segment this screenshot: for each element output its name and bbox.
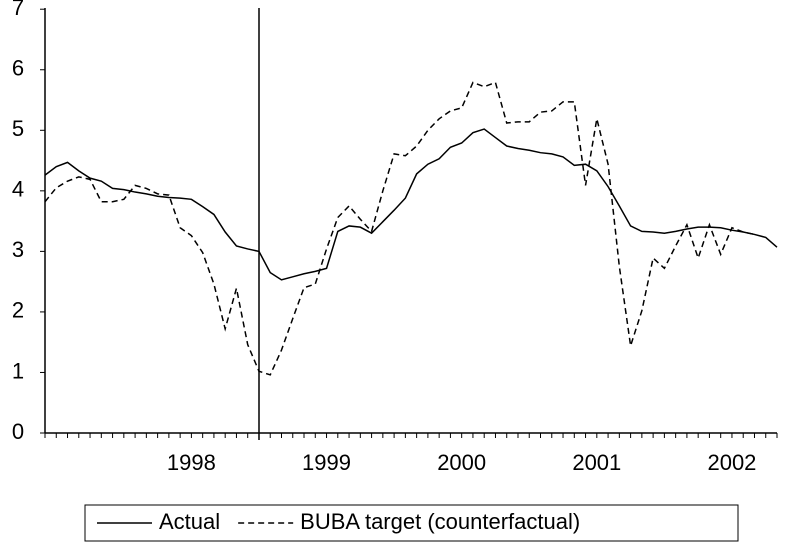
y-tick-label: 1 [12,358,24,383]
x-tick-label: 1999 [302,450,351,475]
x-tick-label: 2001 [572,450,621,475]
x-tick-label: 2002 [707,450,756,475]
y-tick-label: 0 [12,419,24,444]
x-tick-label: 2000 [437,450,486,475]
y-tick-label: 5 [12,116,24,141]
legend-label: BUBA target (counterfactual) [300,509,580,534]
y-tick-label: 2 [12,298,24,323]
series-line [44,81,755,376]
y-tick-label: 3 [12,237,24,262]
x-tick-label: 1998 [167,450,216,475]
series-line [44,128,778,281]
y-tick-label: 7 [12,0,24,20]
legend-box [84,504,739,542]
y-tick-label: 6 [12,56,24,81]
y-tick-label: 4 [12,177,24,202]
legend-label: Actual [159,509,220,534]
